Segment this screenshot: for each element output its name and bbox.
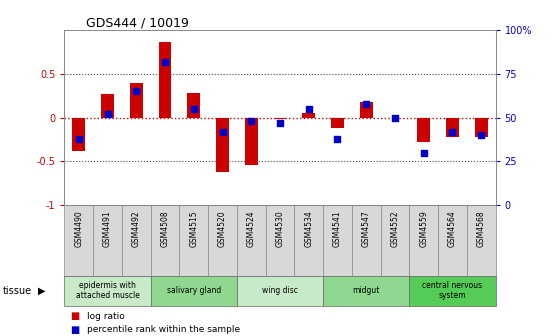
Text: ■: ■ (70, 311, 80, 321)
Text: ■: ■ (70, 325, 80, 335)
Bar (409, 276, 496, 306)
Bar (467, 205, 496, 276)
Bar (295, 205, 323, 276)
Point (74, 136, 83, 141)
Bar (122, 205, 151, 276)
Bar (360, 102, 373, 118)
Bar (245, 118, 258, 165)
Text: log ratio: log ratio (87, 312, 124, 321)
Bar (237, 276, 323, 306)
Bar (158, 42, 171, 118)
Text: wing disc: wing disc (262, 286, 298, 295)
Bar (93, 205, 122, 276)
Bar (179, 205, 208, 276)
Text: GSM4534: GSM4534 (304, 211, 313, 247)
Bar (331, 118, 344, 128)
Bar (352, 205, 381, 276)
Text: salivary gland: salivary gland (167, 286, 221, 295)
Bar (323, 205, 352, 276)
Bar (64, 205, 93, 276)
Bar (475, 118, 488, 137)
Point (362, 101, 371, 106)
Text: GSM4547: GSM4547 (362, 211, 371, 247)
Point (304, 106, 313, 112)
Bar (101, 94, 114, 118)
Point (333, 136, 342, 141)
Bar (323, 276, 409, 306)
Bar (273, 118, 287, 119)
Text: GSM4530: GSM4530 (276, 211, 284, 247)
Bar (438, 205, 467, 276)
Point (477, 132, 486, 138)
Bar (208, 205, 237, 276)
Text: GSM4491: GSM4491 (103, 211, 112, 247)
Text: central nervous
system: central nervous system (422, 281, 483, 300)
Text: GSM4490: GSM4490 (74, 211, 83, 247)
Text: GSM4520: GSM4520 (218, 211, 227, 247)
Bar (151, 205, 179, 276)
Point (448, 129, 457, 134)
Point (276, 120, 284, 126)
Point (161, 59, 170, 65)
Text: GSM4541: GSM4541 (333, 211, 342, 247)
Point (247, 118, 256, 124)
Bar (409, 205, 438, 276)
Text: ▶: ▶ (38, 286, 45, 296)
Point (218, 129, 227, 134)
Bar (130, 83, 143, 118)
Text: GDS444 / 10019: GDS444 / 10019 (86, 16, 189, 29)
Bar (381, 205, 409, 276)
Text: GSM4552: GSM4552 (390, 211, 399, 247)
Text: epidermis with
attached muscle: epidermis with attached muscle (76, 281, 139, 300)
Text: midgut: midgut (353, 286, 380, 295)
Point (132, 89, 141, 94)
Point (390, 115, 399, 120)
Bar (72, 118, 85, 151)
Bar (151, 276, 237, 306)
Bar (417, 118, 430, 142)
Text: GSM4564: GSM4564 (448, 211, 457, 247)
Bar (216, 118, 229, 172)
Text: GSM4524: GSM4524 (247, 211, 256, 247)
Bar (237, 205, 265, 276)
Bar (389, 118, 402, 119)
Point (189, 106, 198, 112)
Text: GSM4492: GSM4492 (132, 211, 141, 247)
Text: GSM4568: GSM4568 (477, 211, 486, 247)
Text: GSM4515: GSM4515 (189, 211, 198, 247)
Point (103, 112, 112, 117)
Text: tissue: tissue (3, 286, 32, 296)
Bar (446, 118, 459, 137)
Text: GSM4559: GSM4559 (419, 211, 428, 247)
Bar (187, 93, 200, 118)
Bar (265, 205, 295, 276)
Text: percentile rank within the sample: percentile rank within the sample (87, 326, 240, 334)
Text: GSM4508: GSM4508 (161, 211, 170, 247)
Bar (64, 276, 151, 306)
Bar (302, 113, 315, 118)
Point (419, 150, 428, 155)
